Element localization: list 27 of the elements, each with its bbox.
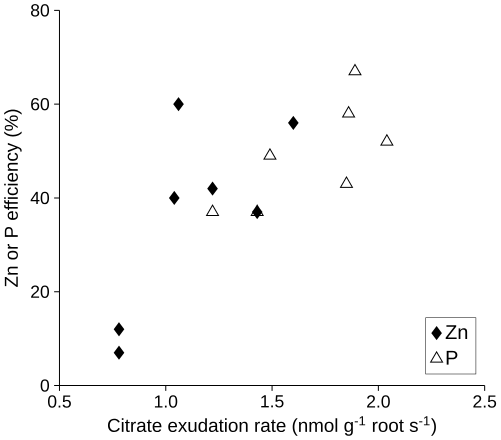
point: [173, 97, 184, 111]
x-tick-label: 2.0: [367, 395, 390, 408]
legend-label: P: [446, 350, 458, 365]
point: [207, 182, 218, 196]
point: [250, 204, 264, 216]
point: [114, 346, 124, 360]
x-tick-label: 2.5: [473, 395, 496, 408]
y-tick-label: 40: [30, 192, 50, 204]
point: [340, 176, 353, 188]
y-axis-title: Zn or P efficiency (%): [4, 110, 22, 287]
x-tick-label: 1.5: [261, 395, 284, 408]
x-tick-label: 0.5: [48, 395, 71, 408]
point: [348, 64, 362, 76]
y-tick-label: 80: [31, 4, 50, 17]
y-tick-label: 20: [31, 286, 50, 298]
y-tick-label: 0: [40, 379, 50, 392]
point: [206, 204, 219, 216]
point: [114, 322, 124, 336]
x-tick-label: 1.0: [154, 395, 178, 408]
point: [263, 148, 276, 160]
point: [342, 106, 356, 118]
legend-label: Zn: [446, 325, 468, 340]
y-tick-label: 60: [31, 98, 50, 110]
point: [380, 134, 394, 146]
x-axis-title: Citrate exudation rate (nmol g$^{-1}$ root s$^{-1}$): [108, 416, 436, 436]
point: [288, 116, 299, 130]
point: [169, 191, 180, 205]
